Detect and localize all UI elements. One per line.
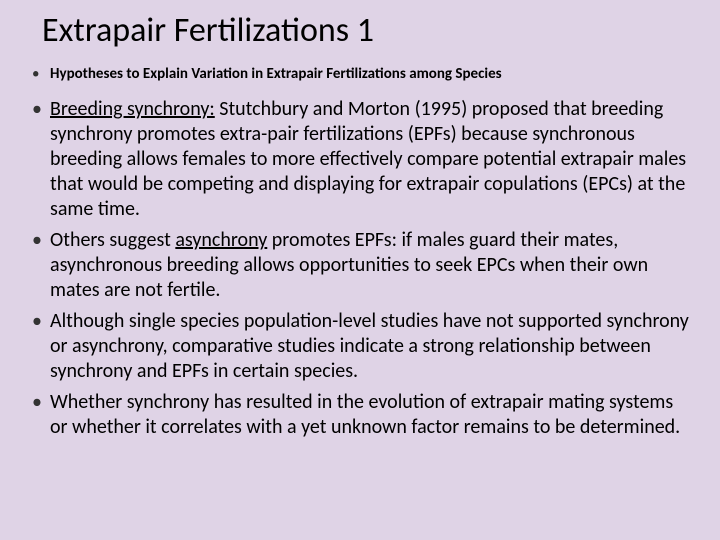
underlined-term: Breeding synchrony: <box>50 97 215 121</box>
bullet-text: Whether synchrony has resulted in the ev… <box>50 390 680 439</box>
bullet-item: Although single species population-level… <box>50 309 690 384</box>
underlined-term: asynchrony <box>175 228 267 252</box>
bullet-item: Breeding synchrony: Stutchbury and Morto… <box>50 97 690 222</box>
slide-container: Extrapair Fertilizations 1 Hypotheses to… <box>0 0 720 540</box>
slide-subheading: Hypotheses to Explain Variation in Extra… <box>50 65 700 83</box>
bullet-text: Although single species population-level… <box>50 309 689 383</box>
slide-title: Extrapair Fertilizations 1 <box>42 10 700 51</box>
bullet-item: Whether synchrony has resulted in the ev… <box>50 390 690 440</box>
bullet-item: Others suggest asynchrony promotes EPFs:… <box>50 228 690 303</box>
bullet-pre: Others suggest <box>50 228 175 252</box>
